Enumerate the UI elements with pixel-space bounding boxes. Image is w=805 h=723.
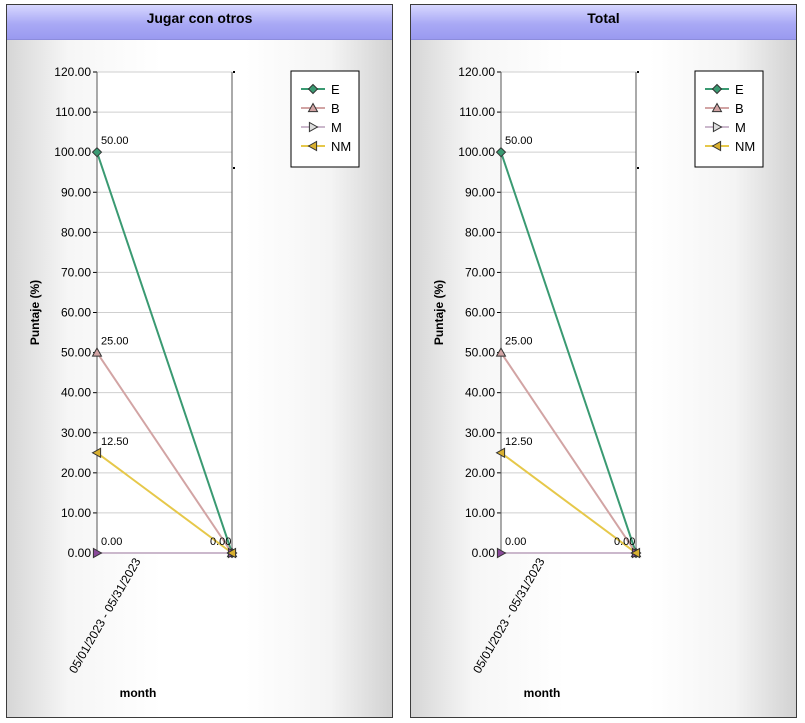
legend-marker-m xyxy=(308,121,319,133)
data-point-nm xyxy=(495,447,506,459)
y-tick-label: 50.00 xyxy=(61,346,91,360)
legend-box xyxy=(694,70,764,168)
series-line-e xyxy=(500,151,637,554)
data-point-b xyxy=(91,347,103,357)
legend-label-nm: NM xyxy=(735,139,755,154)
legend-marker-m xyxy=(712,121,723,133)
legend-label-nm: NM xyxy=(331,139,351,154)
data-point-m xyxy=(496,547,507,559)
legend-label-m: M xyxy=(331,120,342,135)
data-label-m: 0.00 xyxy=(505,536,526,548)
legend-label-b: B xyxy=(735,101,744,116)
axis-corner-mark xyxy=(637,71,639,73)
series-line-e xyxy=(96,151,233,554)
axis-corner-mark xyxy=(233,71,235,73)
y-tick-label: 110.00 xyxy=(459,105,495,119)
series-line-nm xyxy=(96,451,233,554)
series-line-nm xyxy=(500,451,637,554)
y-tick-label: 60.00 xyxy=(61,306,91,320)
y-tick-label: 20.00 xyxy=(61,466,91,480)
data-point-b xyxy=(495,347,507,357)
data-label-b: 25.00 xyxy=(505,336,533,348)
legend-label-e: E xyxy=(331,82,340,97)
y-tick-label: 30.00 xyxy=(61,426,91,440)
y-tick-label: 100.00 xyxy=(54,145,91,159)
line-chart-total: 0.00 10.00 20.00 30.00 40.00 50.00 60.00 70.00 8… xyxy=(432,65,764,700)
y-tick-label: 10.00 xyxy=(61,506,91,520)
y-tick-label: 120.00 xyxy=(458,65,495,79)
legend-label-b: B xyxy=(331,101,340,116)
legend-marker-b xyxy=(307,102,319,113)
y-tick-label: 40.00 xyxy=(465,386,495,400)
y-tick-label: 30.00 xyxy=(465,426,495,440)
y-tick-label: 0.00 xyxy=(472,546,496,560)
series-line-b xyxy=(96,352,233,554)
data-label-e: 0.00 xyxy=(210,536,231,548)
data-point-e xyxy=(91,146,103,158)
y-axis-title: Puntaje (%) xyxy=(28,280,42,345)
chart-panel-total: Total 0.00 10.00 20.00 30.00 40.00 50.00 60.00… xyxy=(410,4,797,718)
y-tick-label: 100.00 xyxy=(458,145,495,159)
y-tick-label: 80.00 xyxy=(61,225,91,239)
y-tick-label: 50.00 xyxy=(465,346,495,360)
y-tick-label: 70.00 xyxy=(465,265,495,279)
data-label-e: 0.00 xyxy=(614,536,635,548)
legend-marker-nm xyxy=(711,140,722,152)
x-axis-title: month xyxy=(120,686,157,700)
y-tick-label: 90.00 xyxy=(61,185,91,199)
y-tick-label: 110.00 xyxy=(55,105,91,119)
line-chart-jugar-con-otros: 0.00 10.00 20.00 30.00 40.00 50.00 60.00 70.00 8… xyxy=(28,65,360,700)
data-label-e: 50.00 xyxy=(101,135,129,147)
legend-box xyxy=(290,70,360,168)
y-tick-label: 90.00 xyxy=(465,185,495,199)
data-label-nm: 12.50 xyxy=(505,436,533,448)
data-point-e xyxy=(495,146,507,158)
data-point-m xyxy=(92,547,103,559)
y-tick-label: 80.00 xyxy=(465,225,495,239)
data-label-b: 25.00 xyxy=(101,336,129,348)
data-label-nm: 12.50 xyxy=(101,436,129,448)
data-label-e: 50.00 xyxy=(505,135,533,147)
axis-corner-mark xyxy=(233,167,235,169)
y-tick-label: 10.00 xyxy=(465,506,495,520)
x-tick-label: 05/01/2023 - 05/31/2023 xyxy=(470,555,548,676)
data-label-m: 0.00 xyxy=(101,536,122,548)
legend-marker-e xyxy=(711,83,723,95)
x-axis-title: month xyxy=(524,686,561,700)
legend-label-m: M xyxy=(735,120,746,135)
series-line-b xyxy=(500,352,637,554)
y-tick-label: 0.00 xyxy=(68,546,92,560)
y-tick-label: 120.00 xyxy=(54,65,91,79)
y-tick-label: 70.00 xyxy=(61,265,91,279)
data-point-nm xyxy=(91,447,102,459)
legend-marker-nm xyxy=(307,140,318,152)
x-tick-label: 05/01/2023 - 05/31/2023 xyxy=(66,555,144,676)
legend-label-e: E xyxy=(735,82,744,97)
data-point-nm xyxy=(630,547,641,559)
chart-panel-jugar-con-otros: Jugar con otros 0.00 10.00 20.00 30.00 40.00… xyxy=(6,4,393,718)
data-point-nm xyxy=(226,547,237,559)
y-tick-label: 20.00 xyxy=(465,466,495,480)
legend-marker-b xyxy=(711,102,723,113)
y-tick-label: 40.00 xyxy=(61,386,91,400)
y-axis-title: Puntaje (%) xyxy=(432,280,446,345)
y-tick-label: 60.00 xyxy=(465,306,495,320)
chart-title: Total xyxy=(411,5,796,40)
axis-corner-mark xyxy=(637,167,639,169)
legend-marker-e xyxy=(307,83,319,95)
chart-title: Jugar con otros xyxy=(7,5,392,40)
